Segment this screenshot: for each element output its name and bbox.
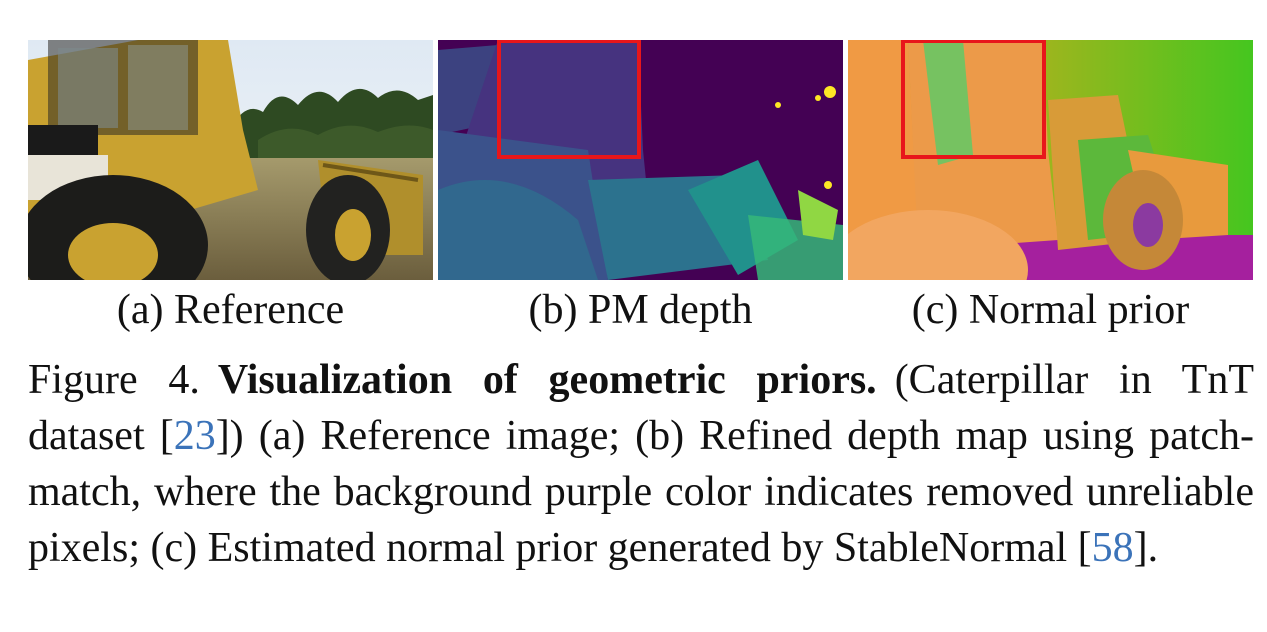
citation-link-58[interactable]: 58 [1091,525,1134,571]
highlight-box [497,40,641,159]
depth-map [438,40,843,280]
reference-image [28,40,433,280]
citation-link-23[interactable]: 23 [173,413,216,459]
subfigure-label-b: (b) PM depth [528,287,753,333]
figure-title: Visualization of geometric priors. [217,357,877,403]
subfigure-label-c: (c) Normal prior [911,287,1190,333]
figure-number: Figure 4. [28,357,200,403]
highlight-box [901,40,1046,159]
normal-map-image [848,40,1253,280]
depth-map-image [438,40,843,280]
normal-map [848,40,1253,280]
caption-text-3: ]. [1133,525,1159,571]
caption-text-1: (Caterpillar in TnT dataset [ [28,357,1254,459]
figure-caption: Figure 4. Visualization of geometric prio… [28,352,1254,576]
subfigure-label-a: (a) Reference [116,287,345,333]
caption-text-2: ]) (a) Reference image; (b) Refined dept… [28,413,1255,571]
reference-photo [28,40,433,280]
